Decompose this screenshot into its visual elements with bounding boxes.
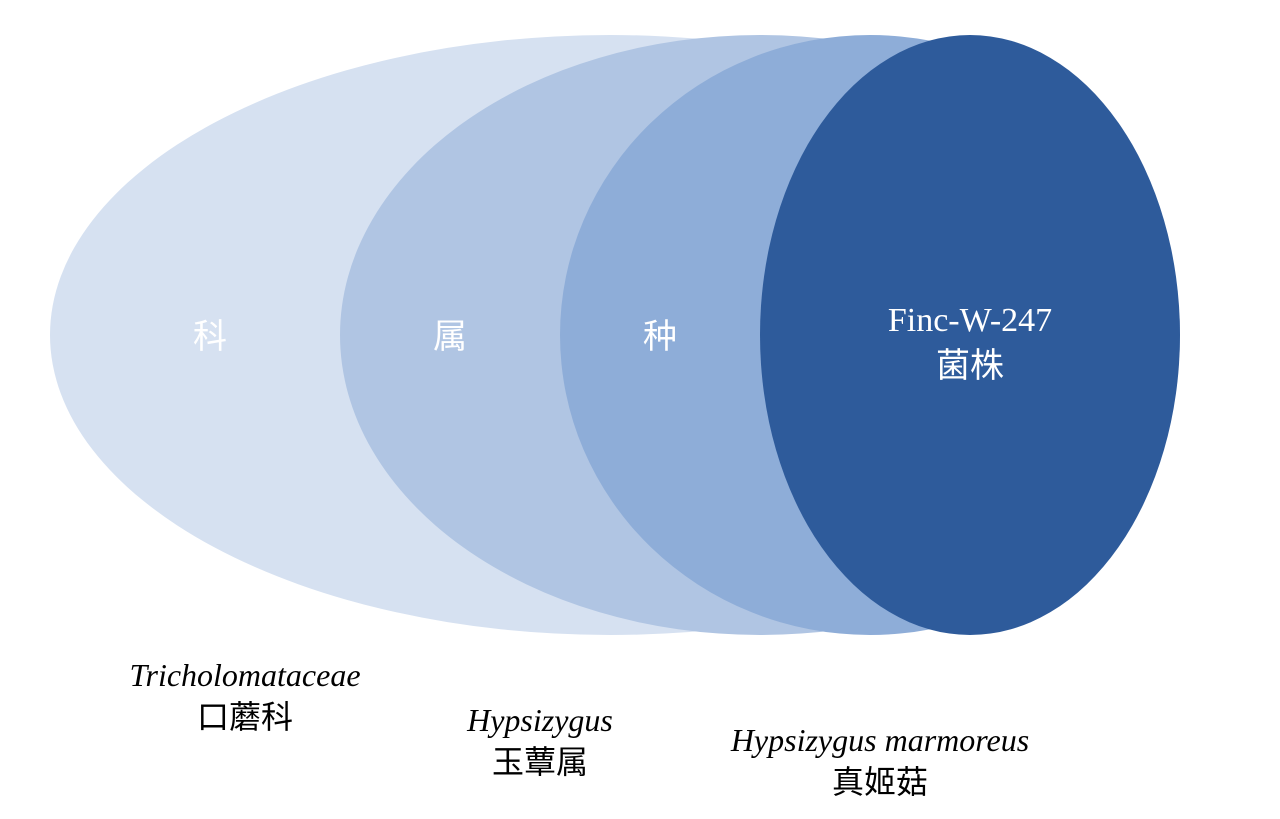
label-genus: 属 [420,318,480,359]
caption-species-latin: Hypsizygus marmoreus [690,720,1070,762]
caption-genus-cjk: 玉蕈属 [430,742,650,784]
caption-family-cjk: 口蘑科 [95,697,395,739]
caption-genus-latin: Hypsizygus [430,700,650,742]
caption-species: Hypsizygus marmoreus 真姬菇 [690,720,1070,803]
caption-genus: Hypsizygus 玉蕈属 [430,700,650,783]
label-strain-line2: 菌株 [865,344,1075,390]
caption-family: Tricholomataceae 口蘑科 [95,655,395,738]
label-strain: Finc-W-247 菌株 [865,298,1075,390]
caption-family-latin: Tricholomataceae [95,655,395,697]
label-strain-line1: Finc-W-247 [865,298,1075,344]
caption-species-cjk: 真姬菇 [690,762,1070,804]
diagram-stage: 科 属 种 Finc-W-247 菌株 Tricholomataceae 口蘑科… [0,0,1280,819]
label-species: 种 [630,318,690,359]
label-family: 科 [180,318,240,359]
